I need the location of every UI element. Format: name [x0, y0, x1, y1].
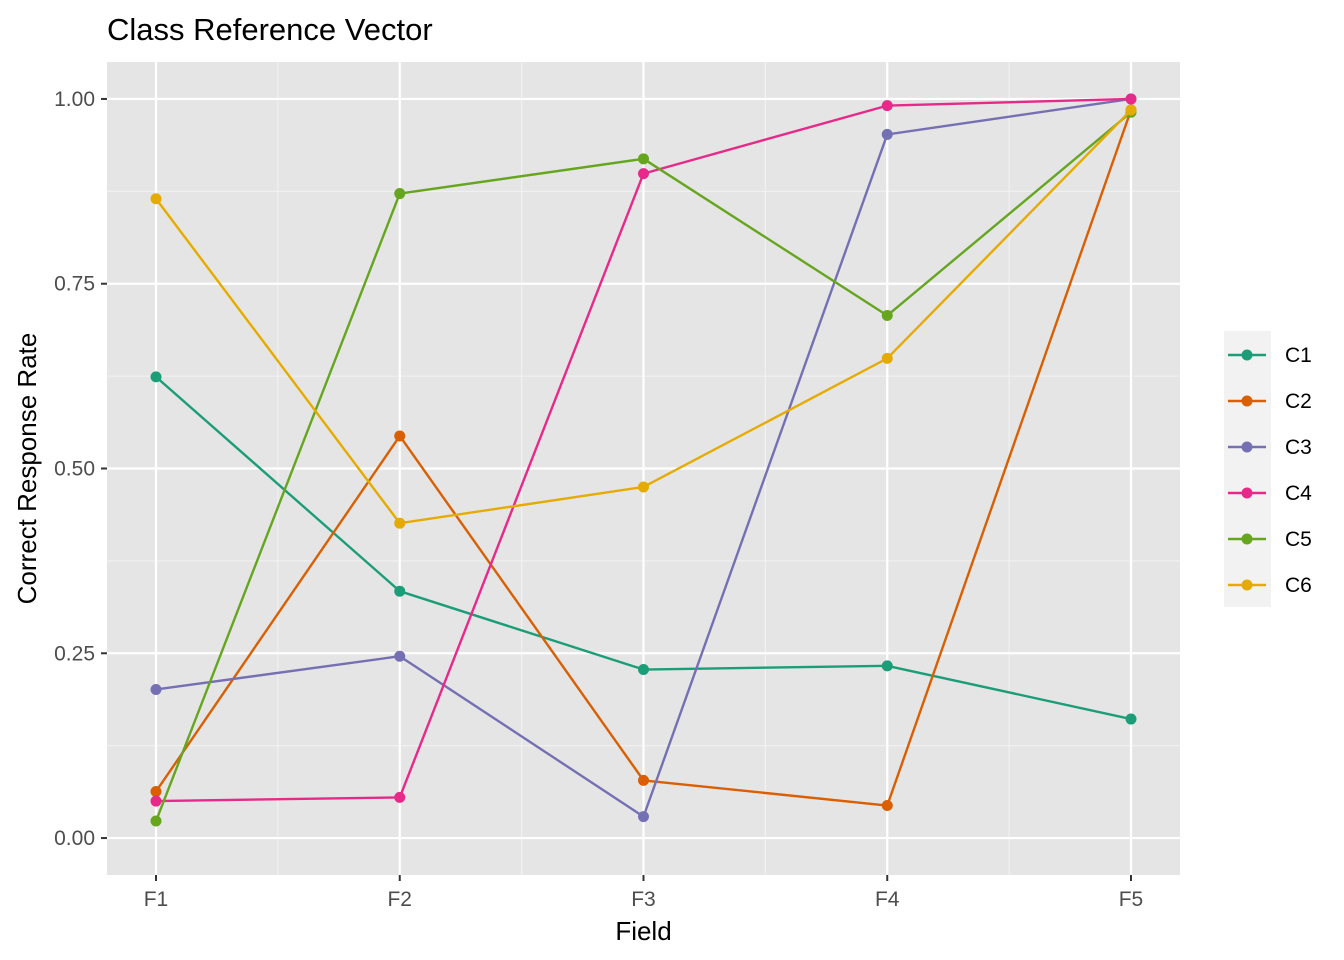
series-C1 [150, 371, 1137, 725]
data-point-C3-F1 [150, 683, 162, 695]
legend-label: C5 [1285, 528, 1312, 551]
legend-key-point [1241, 579, 1253, 591]
legend-label: C2 [1285, 390, 1312, 413]
legend: C1 C2 C3 C4 C5 C6 [1224, 331, 1312, 607]
x-tick-label: F1 [144, 888, 169, 911]
y-tick-label: 0.75 [54, 273, 95, 296]
data-point-C5-F3 [638, 153, 649, 165]
x-axis-title: Field [615, 916, 671, 946]
data-point-C1-F4 [881, 660, 893, 672]
legend-key-point [1241, 349, 1253, 361]
series-C4 [150, 93, 1137, 807]
axis-layer: 0.00 0.25 0.50 0.75 1.00 F1 F2 F3 F4 F5 [54, 88, 1143, 911]
grid-layer [107, 62, 1180, 875]
legend-label: C1 [1285, 344, 1312, 367]
x-tick-label: F3 [631, 888, 656, 911]
legend-item-C1: C1 [1228, 344, 1312, 367]
legend-label: C3 [1285, 436, 1312, 459]
data-point-C6-F3 [638, 481, 649, 493]
x-tick-label: F2 [387, 888, 412, 911]
legend-background [1224, 331, 1271, 607]
data-point-C3-F2 [394, 650, 406, 662]
legend-item-C3: C3 [1228, 436, 1312, 459]
data-point-C4-F5 [1125, 93, 1137, 105]
series-C5 [150, 106, 1137, 827]
y-tick-label: 0.50 [54, 458, 95, 481]
data-point-C4-F3 [638, 168, 649, 180]
data-point-C6-F1 [150, 193, 162, 205]
legend-item-C4: C4 [1228, 482, 1312, 505]
data-point-C2-F1 [150, 785, 162, 797]
data-point-C6-F4 [881, 352, 893, 364]
x-tick-label: F5 [1119, 888, 1144, 911]
y-axis-title: Correct Response Rate [12, 333, 42, 605]
legend-key-point [1241, 533, 1253, 545]
data-point-C2-F2 [394, 430, 406, 442]
series-C6 [150, 104, 1137, 529]
data-point-C3-F4 [881, 128, 893, 140]
x-tick-label: F4 [875, 888, 900, 911]
legend-label: C6 [1285, 574, 1312, 597]
data-point-C4-F1 [150, 795, 162, 807]
data-point-C4-F2 [394, 791, 406, 803]
y-tick-label: 0.00 [54, 827, 95, 850]
data-point-C5-F4 [881, 310, 893, 322]
data-point-C1-F1 [150, 371, 162, 383]
legend-label: C4 [1285, 482, 1312, 505]
series-layer [150, 93, 1137, 827]
data-point-C6-F5 [1125, 104, 1137, 116]
chart-title: Class Reference Vector [107, 12, 433, 47]
data-point-C3-F3 [638, 811, 649, 823]
y-tick-label: 0.25 [54, 642, 95, 665]
data-point-C1-F2 [394, 585, 406, 597]
legend-item-C6: C6 [1228, 574, 1312, 597]
legend-key-point [1241, 441, 1253, 453]
data-point-C2-F4 [881, 800, 893, 812]
data-point-C2-F3 [638, 774, 649, 786]
data-point-C5-F2 [394, 188, 406, 200]
legend-key-point [1241, 395, 1253, 407]
legend-key-point [1241, 487, 1253, 499]
data-point-C4-F4 [881, 100, 893, 112]
data-point-C1-F5 [1125, 713, 1137, 725]
data-point-C5-F1 [150, 815, 162, 827]
data-point-C1-F3 [638, 664, 649, 676]
data-point-C6-F2 [394, 517, 406, 529]
legend-item-C2: C2 [1228, 390, 1312, 413]
y-tick-label: 1.00 [54, 88, 95, 111]
legend-item-C5: C5 [1228, 528, 1312, 551]
